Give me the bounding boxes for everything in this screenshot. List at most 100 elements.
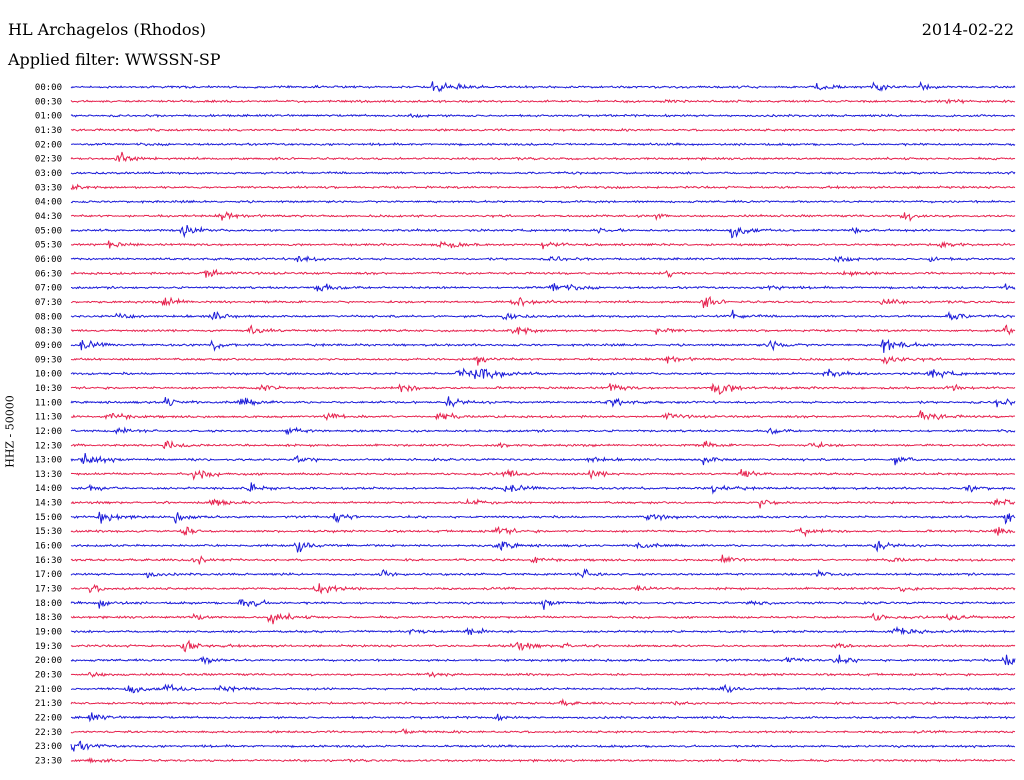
time-tick-label: 07:00 bbox=[35, 284, 62, 294]
trace-0330 bbox=[70, 183, 1016, 191]
time-tick-label: 15:00 bbox=[35, 513, 62, 523]
trace-0130 bbox=[70, 127, 1016, 132]
trace-2300 bbox=[70, 740, 1016, 752]
trace-0000 bbox=[70, 80, 1016, 93]
trace-1600 bbox=[70, 540, 1016, 553]
time-tick-label: 17:30 bbox=[35, 585, 62, 595]
time-tick-label: 16:00 bbox=[35, 542, 62, 552]
time-tick-label: 14:30 bbox=[35, 499, 62, 509]
time-tick-label: 12:00 bbox=[35, 427, 62, 437]
trace-0030 bbox=[70, 98, 1016, 105]
time-tick-label: 20:30 bbox=[35, 671, 62, 681]
time-tick-label: 19:00 bbox=[35, 628, 62, 638]
trace-1100 bbox=[70, 396, 1016, 408]
trace-1200 bbox=[70, 426, 1016, 436]
trace-0530 bbox=[70, 240, 1016, 250]
trace-1800 bbox=[70, 598, 1016, 610]
trace-2230 bbox=[70, 728, 1016, 735]
time-tick-label: 05:30 bbox=[35, 241, 62, 251]
trace-1030 bbox=[70, 382, 1016, 395]
time-tick-label: 21:00 bbox=[35, 685, 62, 695]
trace-0430 bbox=[70, 211, 1016, 222]
time-tick-label: 17:00 bbox=[35, 570, 62, 580]
trace-2200 bbox=[70, 712, 1016, 723]
trace-1930 bbox=[70, 639, 1016, 653]
time-tick-label: 04:00 bbox=[35, 198, 62, 208]
time-tick-label: 03:00 bbox=[35, 169, 62, 179]
time-tick-label: 06:30 bbox=[35, 269, 62, 279]
time-tick-label: 07:30 bbox=[35, 298, 62, 308]
time-tick-label: 12:30 bbox=[35, 441, 62, 451]
trace-2100 bbox=[70, 683, 1016, 694]
time-tick-label: 00:00 bbox=[35, 83, 62, 93]
time-tick-label: 11:30 bbox=[35, 413, 62, 423]
trace-1900 bbox=[70, 625, 1016, 636]
time-tick-label: 04:30 bbox=[35, 212, 62, 222]
trace-0630 bbox=[70, 268, 1016, 279]
time-tick-label: 01:00 bbox=[35, 112, 62, 122]
trace-1300 bbox=[70, 453, 1016, 466]
time-tick-label: 02:00 bbox=[35, 140, 62, 150]
time-tick-label: 09:00 bbox=[35, 341, 62, 351]
trace-0900 bbox=[70, 338, 1016, 353]
trace-1130 bbox=[70, 410, 1016, 422]
trace-0600 bbox=[70, 255, 1016, 263]
trace-1000 bbox=[70, 367, 1016, 380]
time-tick-label: 01:30 bbox=[35, 126, 62, 136]
time-tick-label: 09:30 bbox=[35, 355, 62, 365]
trace-1730 bbox=[70, 583, 1016, 595]
trace-2000 bbox=[70, 654, 1016, 666]
trace-1230 bbox=[70, 440, 1016, 450]
station-title: HL Archagelos (Rhodos) bbox=[8, 20, 206, 39]
trace-0200 bbox=[70, 142, 1016, 147]
trace-0800 bbox=[70, 309, 1016, 321]
time-tick-label: 03:30 bbox=[35, 183, 62, 193]
time-tick-label: 11:00 bbox=[35, 398, 62, 408]
trace-0500 bbox=[70, 224, 1016, 239]
trace-1830 bbox=[70, 612, 1016, 625]
trace-1430 bbox=[70, 497, 1016, 509]
trace-0300 bbox=[70, 170, 1016, 176]
trace-2130 bbox=[70, 697, 1016, 707]
trace-1630 bbox=[70, 554, 1016, 565]
time-tick-label: 23:30 bbox=[35, 757, 62, 767]
trace-0100 bbox=[70, 113, 1016, 119]
time-tick-label: 14:00 bbox=[35, 484, 62, 494]
time-tick-label: 08:00 bbox=[35, 312, 62, 322]
time-tick-label: 05:00 bbox=[35, 226, 62, 236]
time-tick-label: 21:30 bbox=[35, 699, 62, 709]
time-tick-label: 10:00 bbox=[35, 370, 62, 380]
time-tick-label: 13:30 bbox=[35, 470, 62, 480]
trace-1400 bbox=[70, 482, 1016, 495]
trace-1330 bbox=[70, 468, 1016, 481]
filter-label: Applied filter: WWSSN-SP bbox=[8, 50, 221, 69]
date-label: 2014-02-22 bbox=[921, 20, 1014, 39]
time-tick-label: 16:30 bbox=[35, 556, 62, 566]
trace-0730 bbox=[70, 295, 1016, 309]
trace-1530 bbox=[70, 525, 1016, 538]
time-tick-label: 15:30 bbox=[35, 527, 62, 537]
trace-0930 bbox=[70, 355, 1016, 366]
time-tick-label: 18:00 bbox=[35, 599, 62, 609]
time-tick-label: 23:00 bbox=[35, 742, 62, 752]
trace-1500 bbox=[70, 511, 1016, 525]
trace-0700 bbox=[70, 283, 1016, 292]
time-tick-label: 06:00 bbox=[35, 255, 62, 265]
time-tick-label: 20:00 bbox=[35, 656, 62, 666]
time-tick-label: 22:30 bbox=[35, 728, 62, 738]
time-tick-label: 00:30 bbox=[35, 97, 62, 107]
time-tick-label: 02:30 bbox=[35, 155, 62, 165]
time-tick-label: 10:30 bbox=[35, 384, 62, 394]
time-tick-label: 22:00 bbox=[35, 714, 62, 724]
trace-0230 bbox=[70, 151, 1016, 163]
trace-0400 bbox=[70, 199, 1016, 204]
time-tick-label: 18:30 bbox=[35, 613, 62, 623]
trace-1700 bbox=[70, 568, 1016, 579]
time-tick-label: 08:30 bbox=[35, 327, 62, 337]
trace-2030 bbox=[70, 671, 1016, 679]
time-tick-label: 19:30 bbox=[35, 642, 62, 652]
time-tick-label: 13:00 bbox=[35, 456, 62, 466]
trace-0830 bbox=[70, 324, 1016, 336]
trace-2330 bbox=[70, 757, 1015, 764]
